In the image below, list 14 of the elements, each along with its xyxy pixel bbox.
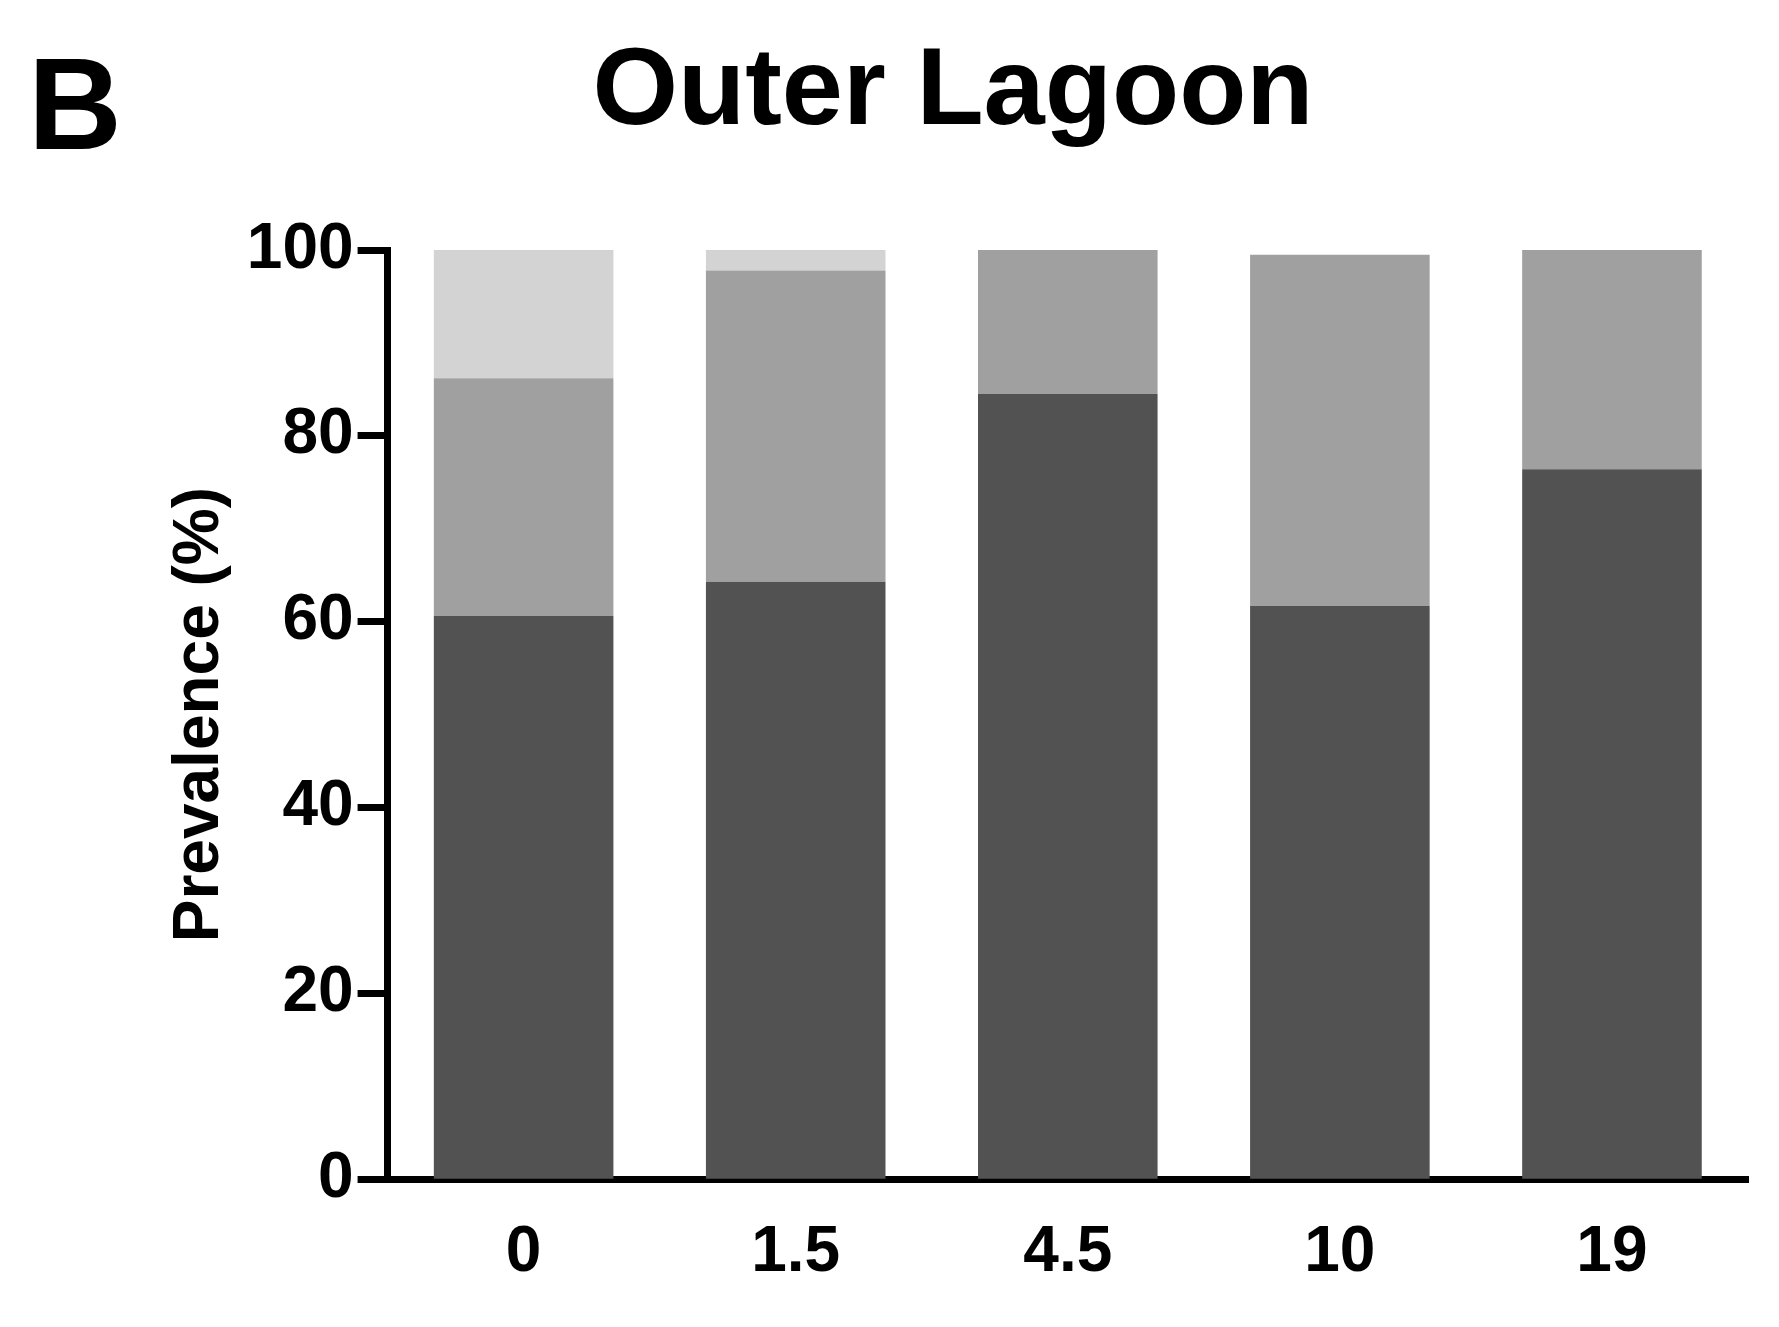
chart-title: Outer Lagoon [592, 24, 1314, 148]
y-tick-label: 60 [282, 581, 354, 654]
y-tick-label: 40 [282, 767, 354, 840]
x-tick-label: 1.5 [751, 1213, 841, 1286]
y-tick-label: 80 [282, 395, 354, 468]
y-tick-label: 0 [317, 1138, 354, 1211]
y-tick-label: 20 [282, 953, 354, 1025]
x-tick-label: 19 [1576, 1213, 1648, 1286]
x-tick-label: 4.5 [1023, 1213, 1113, 1286]
x-tick-label: 10 [1304, 1213, 1376, 1286]
text: B [28, 30, 122, 177]
y-tick-label: 100 [246, 209, 354, 282]
x-tick-label: 0 [505, 1213, 542, 1286]
y-axis-title: Prevalence (%) [160, 486, 233, 943]
